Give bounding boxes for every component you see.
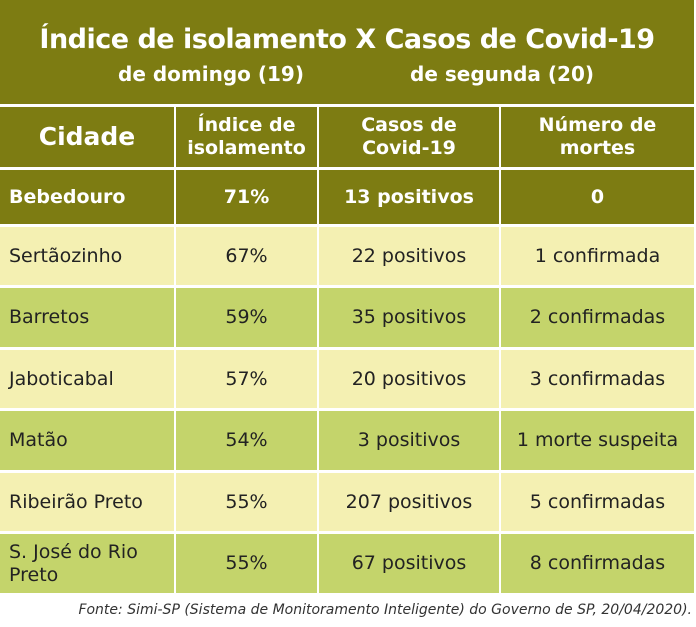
table-cell: 20 positivos — [319, 350, 499, 408]
column-header: Índice de isolamento — [176, 107, 317, 167]
table-cell: 0 — [501, 170, 694, 224]
table-cell: 55% — [176, 473, 317, 531]
table-cell: 35 positivos — [319, 288, 499, 347]
table-cell: 3 positivos — [319, 411, 499, 470]
table-cell: 71% — [176, 170, 317, 224]
footnote: Fonte: Simi-SP (Sistema de Monitoramento… — [78, 602, 692, 618]
table-cell: 22 positivos — [319, 227, 499, 285]
table-cell: Matão — [0, 411, 174, 470]
header: Índice de isolamento X Casos de Covid-19… — [0, 0, 694, 104]
table-cell: 54% — [176, 411, 317, 470]
table-cell: 1 morte suspeita — [501, 411, 694, 470]
table-cell: Barretos — [0, 288, 174, 347]
subtitle: de segunda (20) — [410, 62, 594, 86]
table: Cidade Índice de isolamento Casos de Covid… — [0, 107, 694, 593]
table-cell: 1 confirmada — [501, 227, 694, 285]
title: Índice de isolamento X Casos de Covid-19 — [39, 24, 655, 55]
subtitle: de domingo (19) — [118, 62, 304, 86]
table-cell: S. José do Rio Preto — [0, 534, 174, 593]
table-cell: 67% — [176, 227, 317, 285]
column-header: Casos de Covid-19 — [319, 107, 499, 167]
table-cell: 2 confirmadas — [501, 288, 694, 347]
table-cell: 13 positivos — [319, 170, 499, 224]
table-cell: Sertãozinho — [0, 227, 174, 285]
table-cell: 3 confirmadas — [501, 350, 694, 408]
table-cell: 8 confirmadas — [501, 534, 694, 593]
table-cell: 57% — [176, 350, 317, 408]
column-header: Número de mortes — [501, 107, 694, 167]
table-cell: 59% — [176, 288, 317, 347]
table-cell: Jaboticabal — [0, 350, 174, 408]
table-cell: 67 positivos — [319, 534, 499, 593]
column-header: Cidade — [0, 107, 174, 167]
table-cell: 207 positivos — [319, 473, 499, 531]
table-cell: Bebedouro — [0, 170, 174, 224]
table-cell: Ribeirão Preto — [0, 473, 174, 531]
table-cell: 55% — [176, 534, 317, 593]
table-cell: 5 confirmadas — [501, 473, 694, 531]
